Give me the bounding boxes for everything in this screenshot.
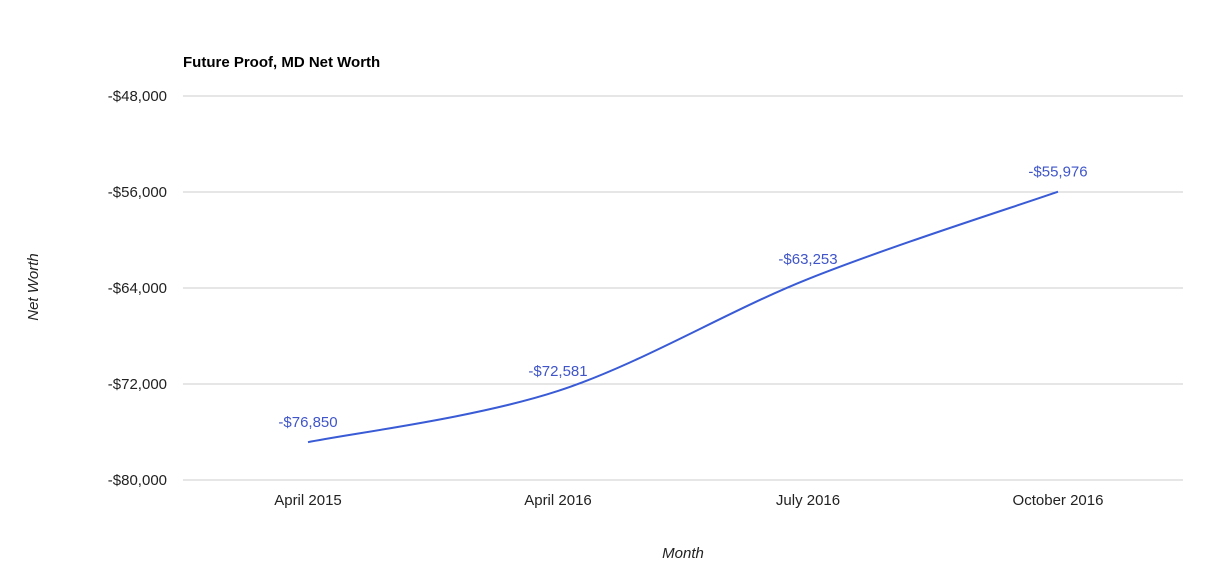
- x-axis-ticks: April 2015 April 2016 July 2016 October 201…: [274, 492, 1103, 509]
- x-tick-label: April 2015: [274, 492, 342, 509]
- data-label: -$72,581: [528, 363, 587, 380]
- chart-title: Future Proof, MD Net Worth: [183, 54, 380, 71]
- y-tick-label: -$80,000: [108, 472, 167, 489]
- data-label: -$63,253: [778, 251, 837, 268]
- x-tick-label: July 2016: [776, 492, 840, 509]
- x-axis-title: Month: [662, 545, 704, 562]
- x-tick-label: April 2016: [524, 492, 592, 509]
- data-label: -$76,850: [278, 414, 337, 431]
- data-label: -$55,976: [1028, 164, 1087, 181]
- net-worth-line: [308, 192, 1058, 442]
- y-tick-label: -$48,000: [108, 88, 167, 105]
- x-tick-label: October 2016: [1013, 492, 1104, 509]
- data-labels: -$76,850 -$72,581 -$63,253 -$55,976: [278, 164, 1087, 431]
- y-tick-label: -$56,000: [108, 184, 167, 201]
- y-axis-ticks: -$48,000 -$56,000 -$64,000 -$72,000 -$80,000: [108, 88, 167, 489]
- y-axis-title: Net Worth: [25, 253, 42, 321]
- y-tick-label: -$72,000: [108, 376, 167, 393]
- y-tick-label: -$64,000: [108, 280, 167, 297]
- series-layer: [308, 192, 1058, 443]
